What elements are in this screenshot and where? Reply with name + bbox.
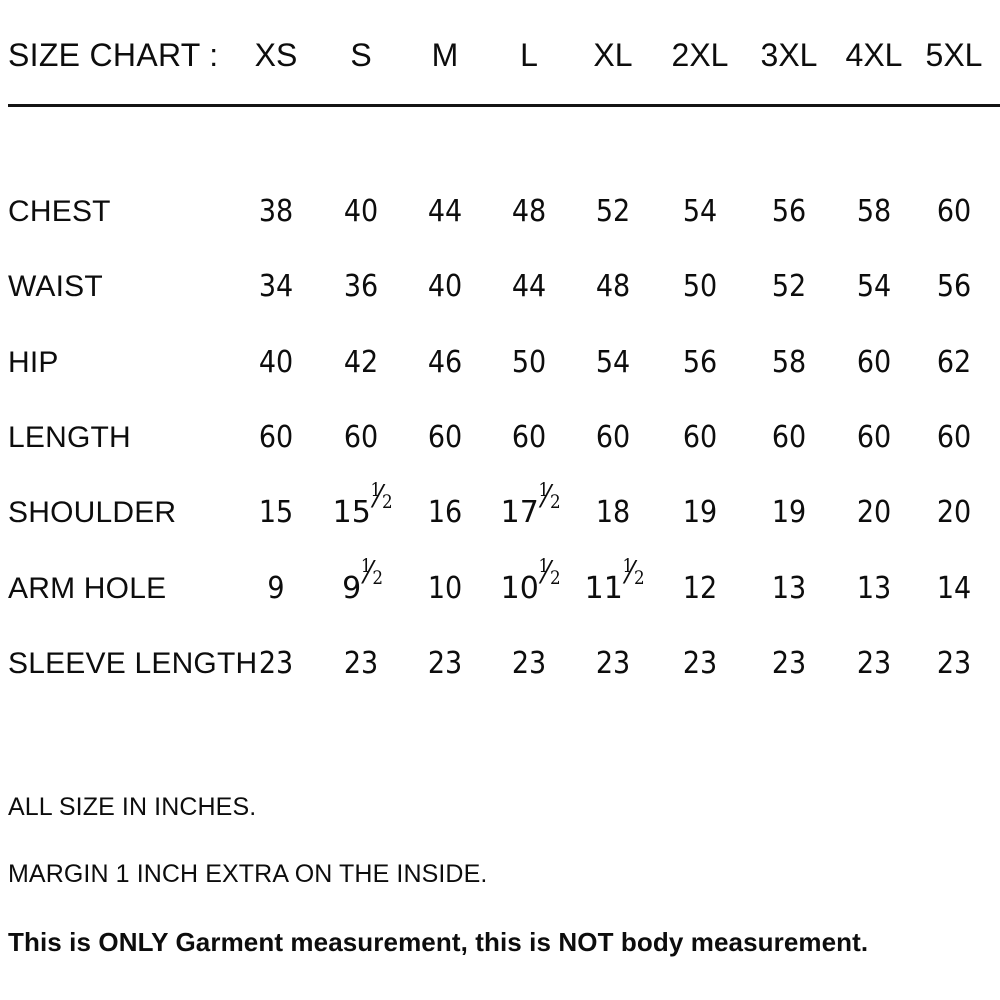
measurement-label: LENGTH — [8, 421, 131, 454]
size-column-header: S — [350, 37, 372, 73]
measurement-cell: 20 — [936, 495, 972, 530]
measurement-cell: 56 — [936, 269, 972, 304]
measurement-cell: 19 — [682, 495, 718, 530]
measurement-cell: 15 — [258, 495, 294, 530]
measurement-cell: 58 — [856, 194, 892, 229]
measurement-cell: 52 — [771, 269, 807, 304]
measurement-cell: 23 — [343, 646, 379, 681]
measurement-cell: 56 — [682, 345, 718, 380]
measurement-cell: 60 — [682, 420, 718, 455]
measurement-label: SHOULDER — [8, 496, 177, 529]
measurement-cell: 23 — [936, 646, 972, 681]
measurement-cell: 23 — [771, 646, 807, 681]
measurement-cell: 60 — [511, 420, 547, 455]
measurement-cell: 60 — [936, 194, 972, 229]
measurement-cell: 40 — [343, 194, 379, 229]
measurement-cell: 60 — [771, 420, 807, 455]
size-column-header: 2XL — [671, 37, 729, 73]
measurement-cell: 36 — [343, 269, 379, 304]
measurement-cell: 60 — [856, 420, 892, 455]
measurement-cell: 23 — [856, 646, 892, 681]
measurement-cell: 62 — [936, 345, 972, 380]
measurement-cell: 56 — [771, 194, 807, 229]
measurement-cell: 54 — [595, 345, 631, 380]
measurement-cell: 40 — [258, 345, 294, 380]
measurement-cell: 48 — [595, 269, 631, 304]
table-row: HIP 40 42 46 50 54 56 58 60 62 — [0, 341, 1000, 385]
measurement-label: WAIST — [8, 270, 103, 303]
measurement-cell: 42 — [343, 345, 379, 380]
measurement-cell: 23 — [595, 646, 631, 681]
measurement-cell: 48 — [511, 194, 547, 229]
measurement-cell: 60 — [936, 420, 972, 455]
note-line: This is ONLY Garment measurement, this i… — [8, 927, 869, 957]
measurement-cell: 46 — [427, 345, 463, 380]
size-column-header: 4XL — [845, 37, 903, 73]
measurement-cell: 60 — [343, 420, 379, 455]
measurement-cell: 52 — [595, 194, 631, 229]
measurement-cell: 10 — [427, 571, 463, 606]
measurement-cell: 38 — [258, 194, 294, 229]
measurement-cell: 58 — [771, 345, 807, 380]
measurement-cell: 44 — [427, 194, 463, 229]
measurement-cell: 10 1 ⁄ 2 — [500, 555, 561, 606]
header-divider-rule — [8, 104, 1000, 107]
measurement-cell: 23 — [258, 646, 294, 681]
size-column-header: XL — [593, 37, 633, 73]
note-line: ALL SIZE IN INCHES. — [8, 793, 257, 821]
measurement-cell: 54 — [682, 194, 718, 229]
measurement-cell: 60 — [856, 345, 892, 380]
measurement-label: ARM HOLE — [8, 572, 167, 605]
measurement-cell: 23 — [682, 646, 718, 681]
measurement-label: CHEST — [8, 195, 111, 228]
measurement-cell: 12 — [682, 571, 718, 606]
table-row: SHOULDER 15 15 1 ⁄ 2 16 17 1 ⁄ 2 18 19 19 20 20 — [0, 479, 1000, 535]
table-row: LENGTH 60 60 60 60 60 60 60 60 60 — [0, 416, 1000, 460]
table-row: SLEEVE LENGTH 23 23 23 23 23 23 23 23 23 — [0, 642, 1000, 686]
measurement-cell: 50 — [682, 269, 718, 304]
measurement-cell: 13 — [856, 571, 892, 606]
measurement-cell: 15 1 ⁄ 2 — [332, 479, 393, 530]
measurement-label: HIP — [8, 346, 59, 379]
measurement-cell: 23 — [511, 646, 547, 681]
table-row: ARM HOLE 9 9 1 ⁄ 2 10 10 1 ⁄ 2 11 1 ⁄ 2 12 13 13 14 — [0, 555, 1000, 611]
measurement-cell: 60 — [258, 420, 294, 455]
size-column-header: XS — [254, 37, 298, 73]
measurement-cell: 17 1 ⁄ 2 — [500, 479, 561, 530]
size-column-header: M — [431, 37, 459, 73]
measurement-cell: 50 — [511, 345, 547, 380]
measurement-cell: 16 — [427, 495, 463, 530]
table-row: CHEST 38 40 44 48 52 54 56 58 60 — [0, 190, 1000, 234]
measurement-cell: 19 — [771, 495, 807, 530]
measurement-cell: 60 — [595, 420, 631, 455]
table-row: WAIST 34 36 40 44 48 50 52 54 56 — [0, 265, 1000, 309]
measurement-label: SLEEVE LENGTH — [8, 647, 258, 680]
size-column-header: 5XL — [925, 37, 983, 73]
measurement-cell: 40 — [427, 269, 463, 304]
measurement-cell: 60 — [427, 420, 463, 455]
measurement-cell: 9 1 ⁄ 2 — [342, 555, 384, 606]
size-column-header: L — [520, 37, 538, 73]
measurement-cell: 13 — [771, 571, 807, 606]
measurement-cell: 44 — [511, 269, 547, 304]
measurement-cell: 23 — [427, 646, 463, 681]
note-line: MARGIN 1 INCH EXTRA ON THE INSIDE. — [8, 860, 488, 888]
measurement-cell: 54 — [856, 269, 892, 304]
measurement-cell: 9 — [267, 571, 285, 606]
measurement-cell: 14 — [936, 571, 972, 606]
size-chart-header-row: SIZE CHART : XS S M L XL 2XL 3XL 4XL 5XL — [0, 32, 1000, 78]
page-title: SIZE CHART : — [8, 37, 219, 73]
measurement-cell: 18 — [595, 495, 631, 530]
measurement-cell: 20 — [856, 495, 892, 530]
measurement-cell: 34 — [258, 269, 294, 304]
size-column-header: 3XL — [760, 37, 818, 73]
measurement-cell: 11 1 ⁄ 2 — [584, 555, 645, 606]
